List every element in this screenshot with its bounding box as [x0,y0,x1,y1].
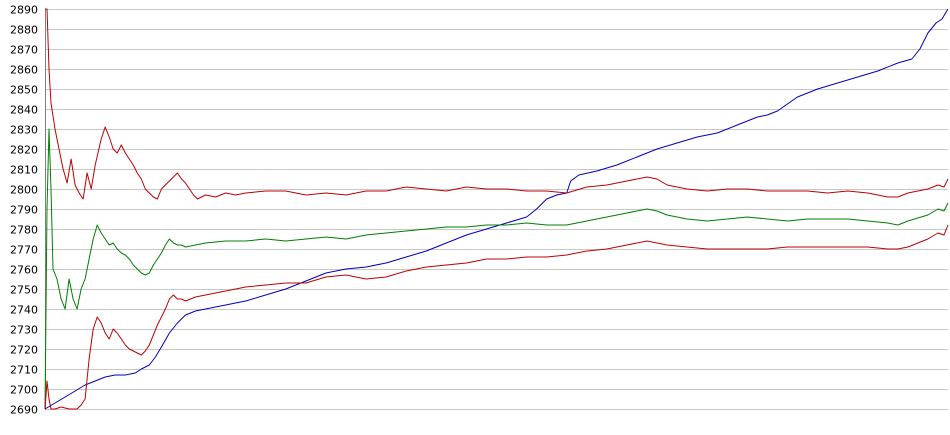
series-group [44,8,949,410]
grid-group [45,9,948,410]
y-tick-label: 2870 [10,44,38,57]
series-red-lower-line [44,224,949,410]
y-tick-label: 2690 [10,404,38,417]
series-green-line [44,128,949,410]
y-tick-label: 2750 [10,284,38,297]
y-tick-label: 2810 [10,164,38,177]
y-tick-label: 2860 [10,64,38,77]
series-blue-line [44,8,949,410]
y-tick-label: 2800 [10,184,38,197]
y-tick-label: 2840 [10,104,38,117]
y-tick-label: 2820 [10,144,38,157]
y-tick-label: 2890 [10,4,38,17]
y-tick-label: 2880 [10,24,38,37]
y-tick-label: 2790 [10,204,38,217]
y-tick-label: 2760 [10,264,38,277]
y-tick-label: 2700 [10,384,38,397]
series-red-upper-line [45,8,949,200]
y-tick-labels: 2890 2880 2870 2860 2850 2840 2830 2820 2810 2800… [10,4,38,417]
y-tick-label: 2780 [10,224,38,237]
y-tick-label: 2740 [10,304,38,317]
y-tick-label: 2730 [10,324,38,337]
y-tick-label: 2850 [10,84,38,97]
y-tick-label: 2720 [10,344,38,357]
y-tick-label: 2770 [10,244,38,257]
y-tick-label: 2710 [10,364,38,377]
y-tick-label: 2830 [10,124,38,137]
